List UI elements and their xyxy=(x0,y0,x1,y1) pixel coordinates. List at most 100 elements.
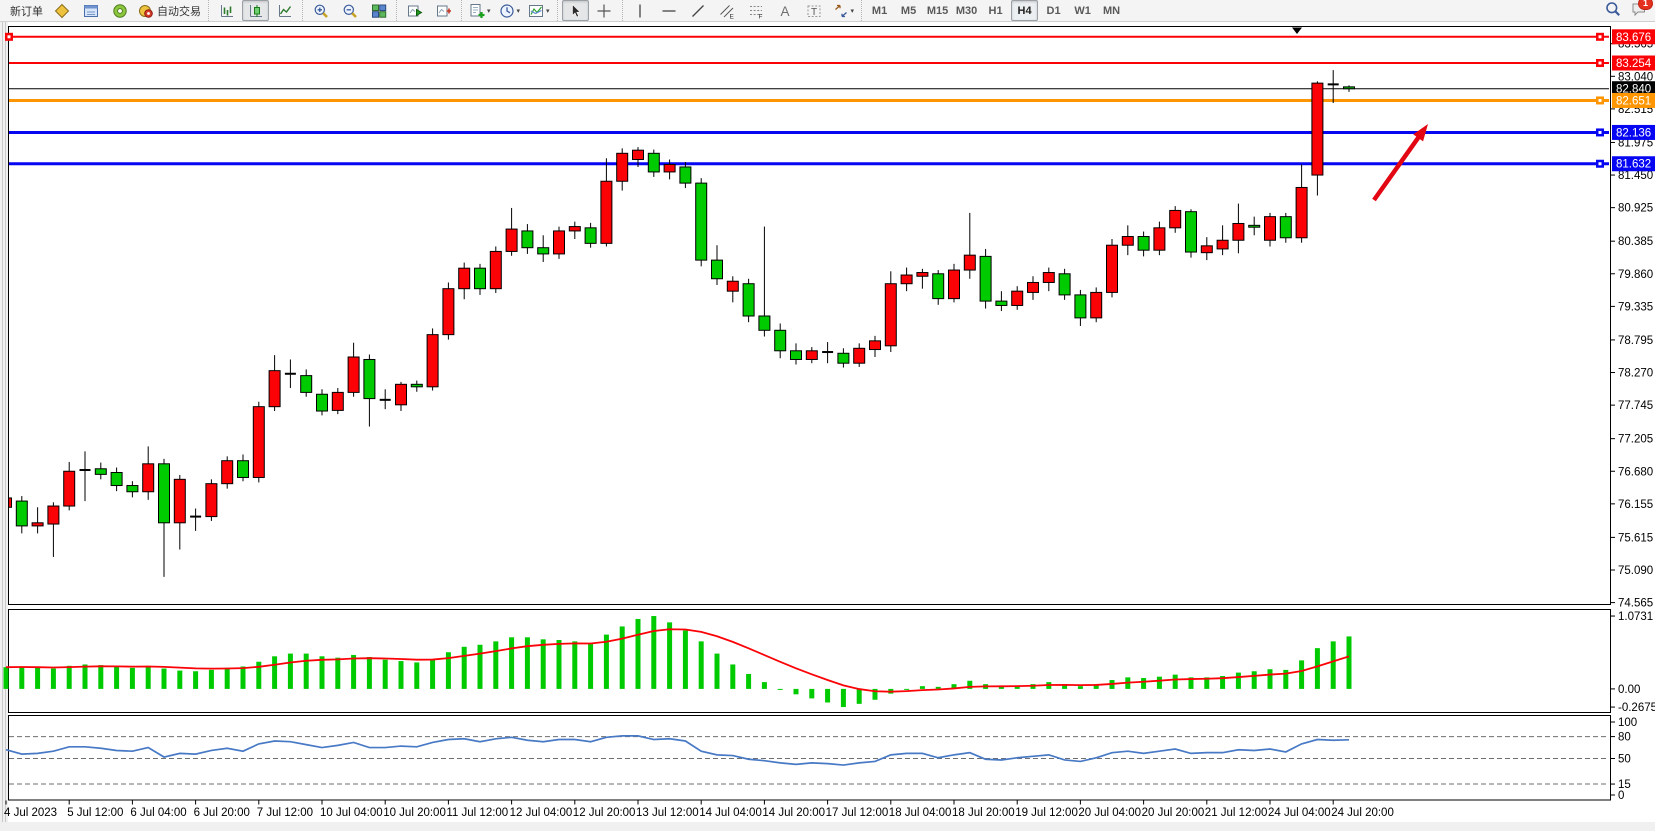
text-button[interactable]: A xyxy=(772,0,799,21)
arrows-button[interactable]: ▾ xyxy=(830,0,858,21)
auto-scroll-button[interactable] xyxy=(401,0,428,21)
timeframe-w1[interactable]: W1 xyxy=(1074,4,1091,17)
add-indicator-button[interactable]: ▾ xyxy=(466,0,494,21)
bull-candle xyxy=(426,334,439,388)
macd-bar xyxy=(114,666,120,689)
price-scale[interactable]: 83.56583.04082.51581.97581.45080.92580.3… xyxy=(1611,39,1655,802)
bear-candle xyxy=(932,273,945,300)
macd-bar xyxy=(509,637,515,689)
bar-chart-button[interactable] xyxy=(213,0,240,21)
timeframe-h1[interactable]: H1 xyxy=(988,4,1003,17)
line-chart-button[interactable] xyxy=(271,0,298,21)
candlestick-button[interactable] xyxy=(242,0,269,21)
timeframe-h4[interactable]: H4 xyxy=(1011,0,1039,21)
bear-candle xyxy=(1137,236,1150,251)
text-label-button[interactable]: T xyxy=(801,0,828,21)
new-order-button[interactable]: 新订单 xyxy=(4,0,46,21)
svg-text:50: 50 xyxy=(1618,754,1631,766)
macd-bar xyxy=(319,656,325,689)
trendline-button[interactable] xyxy=(685,0,712,21)
svg-text:100: 100 xyxy=(1618,717,1637,729)
chevron-down-icon[interactable]: ▾ xyxy=(487,7,491,15)
timeframe-m5[interactable]: M5 xyxy=(900,4,917,17)
zoom-in-button[interactable] xyxy=(307,0,334,21)
svg-text:1.0731: 1.0731 xyxy=(1618,611,1653,623)
navigator-button[interactable] xyxy=(106,0,133,21)
macd-bar xyxy=(1014,685,1020,689)
data-window-icon xyxy=(83,3,99,19)
macd-bar xyxy=(1330,641,1336,689)
svg-text:20 Jul 20:00: 20 Jul 20:00 xyxy=(1142,807,1205,819)
crosshair-button[interactable] xyxy=(591,0,618,21)
chevron-down-icon[interactable]: ▾ xyxy=(516,7,521,15)
svg-text:0: 0 xyxy=(1618,790,1624,802)
market-watch-button[interactable] xyxy=(48,0,75,21)
chat-button[interactable]: 1 xyxy=(1631,0,1653,20)
bull-candle xyxy=(252,406,265,478)
macd-bar xyxy=(856,688,862,704)
main-chart-panel[interactable] xyxy=(8,26,1611,605)
timeframe-m30[interactable]: M30 xyxy=(955,4,978,17)
line-handles[interactable] xyxy=(5,32,1604,168)
fibonacci-button[interactable]: F xyxy=(743,0,770,21)
bull-candle xyxy=(205,483,218,518)
svg-text:24 Jul 20:00: 24 Jul 20:00 xyxy=(1331,807,1394,819)
timeframe-m15[interactable]: M15 xyxy=(926,4,949,17)
macd-bar xyxy=(366,656,372,689)
macd-bar xyxy=(1314,648,1320,689)
bull-candle xyxy=(805,350,818,360)
rsi-panel[interactable] xyxy=(8,715,1611,801)
timeframe-m1[interactable]: M1 xyxy=(871,4,888,17)
price-badge-pivot-orange xyxy=(1612,92,1655,108)
chevron-down-icon[interactable]: ▾ xyxy=(546,7,550,15)
timeframe-d1[interactable]: D1 xyxy=(1046,4,1061,17)
autotrade-button[interactable]: 自动交易 xyxy=(135,0,204,21)
vline-button[interactable] xyxy=(627,0,654,21)
svg-text:76.155: 76.155 xyxy=(1618,499,1653,511)
zoom-out-button[interactable] xyxy=(336,0,363,21)
svg-text:79.335: 79.335 xyxy=(1618,301,1653,313)
bull-candle xyxy=(869,340,881,351)
text-icon: A xyxy=(777,3,793,19)
bear-candle xyxy=(1248,224,1261,228)
toolbar-right: 1 xyxy=(1605,0,1655,20)
horizontal-levels[interactable] xyxy=(8,35,1610,166)
bear-candle xyxy=(363,358,376,400)
trend-arrow[interactable] xyxy=(1372,124,1428,202)
templates-button[interactable]: ▾ xyxy=(525,0,553,21)
main-toolbar: 新订单 自动交易 ▾ ▾ ▾ E F A T ▾ M1 M5 M15 M30 H1 H4 D1 W1 MN 1 xyxy=(0,0,1655,22)
channel-button[interactable]: E xyxy=(714,0,741,21)
chevron-down-icon[interactable]: ▾ xyxy=(850,7,855,15)
macd-bar xyxy=(967,680,973,689)
macd-bar xyxy=(872,688,878,700)
macd-bar xyxy=(66,665,72,689)
macd-bar xyxy=(19,666,25,689)
svg-text:6 Jul 20:00: 6 Jul 20:00 xyxy=(194,807,250,819)
toolbar-group-5 xyxy=(556,0,622,21)
price-badge-resistance-1 xyxy=(1612,29,1655,45)
svg-text:75.090: 75.090 xyxy=(1618,565,1653,577)
hline-button[interactable] xyxy=(656,0,683,21)
periods-button[interactable]: ▾ xyxy=(496,0,524,21)
data-window-button[interactable] xyxy=(77,0,104,21)
macd-signal-line xyxy=(5,628,1350,693)
line-chart-icon xyxy=(277,3,293,19)
bull-candle xyxy=(1042,272,1055,283)
macd-histogram xyxy=(3,616,1352,708)
bear-candle xyxy=(521,230,534,249)
cursor-button[interactable] xyxy=(561,0,589,21)
bear-candle xyxy=(711,259,723,280)
macd-bar xyxy=(414,662,420,689)
svg-text:83.676: 83.676 xyxy=(1616,32,1651,44)
search-icon[interactable] xyxy=(1605,1,1621,20)
time-axis[interactable]: 4 Jul 2023 5 Jul 12:00 6 Jul 04:00 6 Jul 20… xyxy=(4,800,1394,820)
tile-windows-button[interactable] xyxy=(365,0,392,21)
bull-candle xyxy=(884,283,897,347)
chart-shift-marker[interactable] xyxy=(1292,27,1302,35)
bear-candle xyxy=(110,472,123,487)
macd-bar xyxy=(730,664,736,689)
bear-candle xyxy=(790,350,802,360)
timeframe-mn[interactable]: MN xyxy=(1103,4,1121,17)
chart-shift-button[interactable] xyxy=(430,0,457,21)
